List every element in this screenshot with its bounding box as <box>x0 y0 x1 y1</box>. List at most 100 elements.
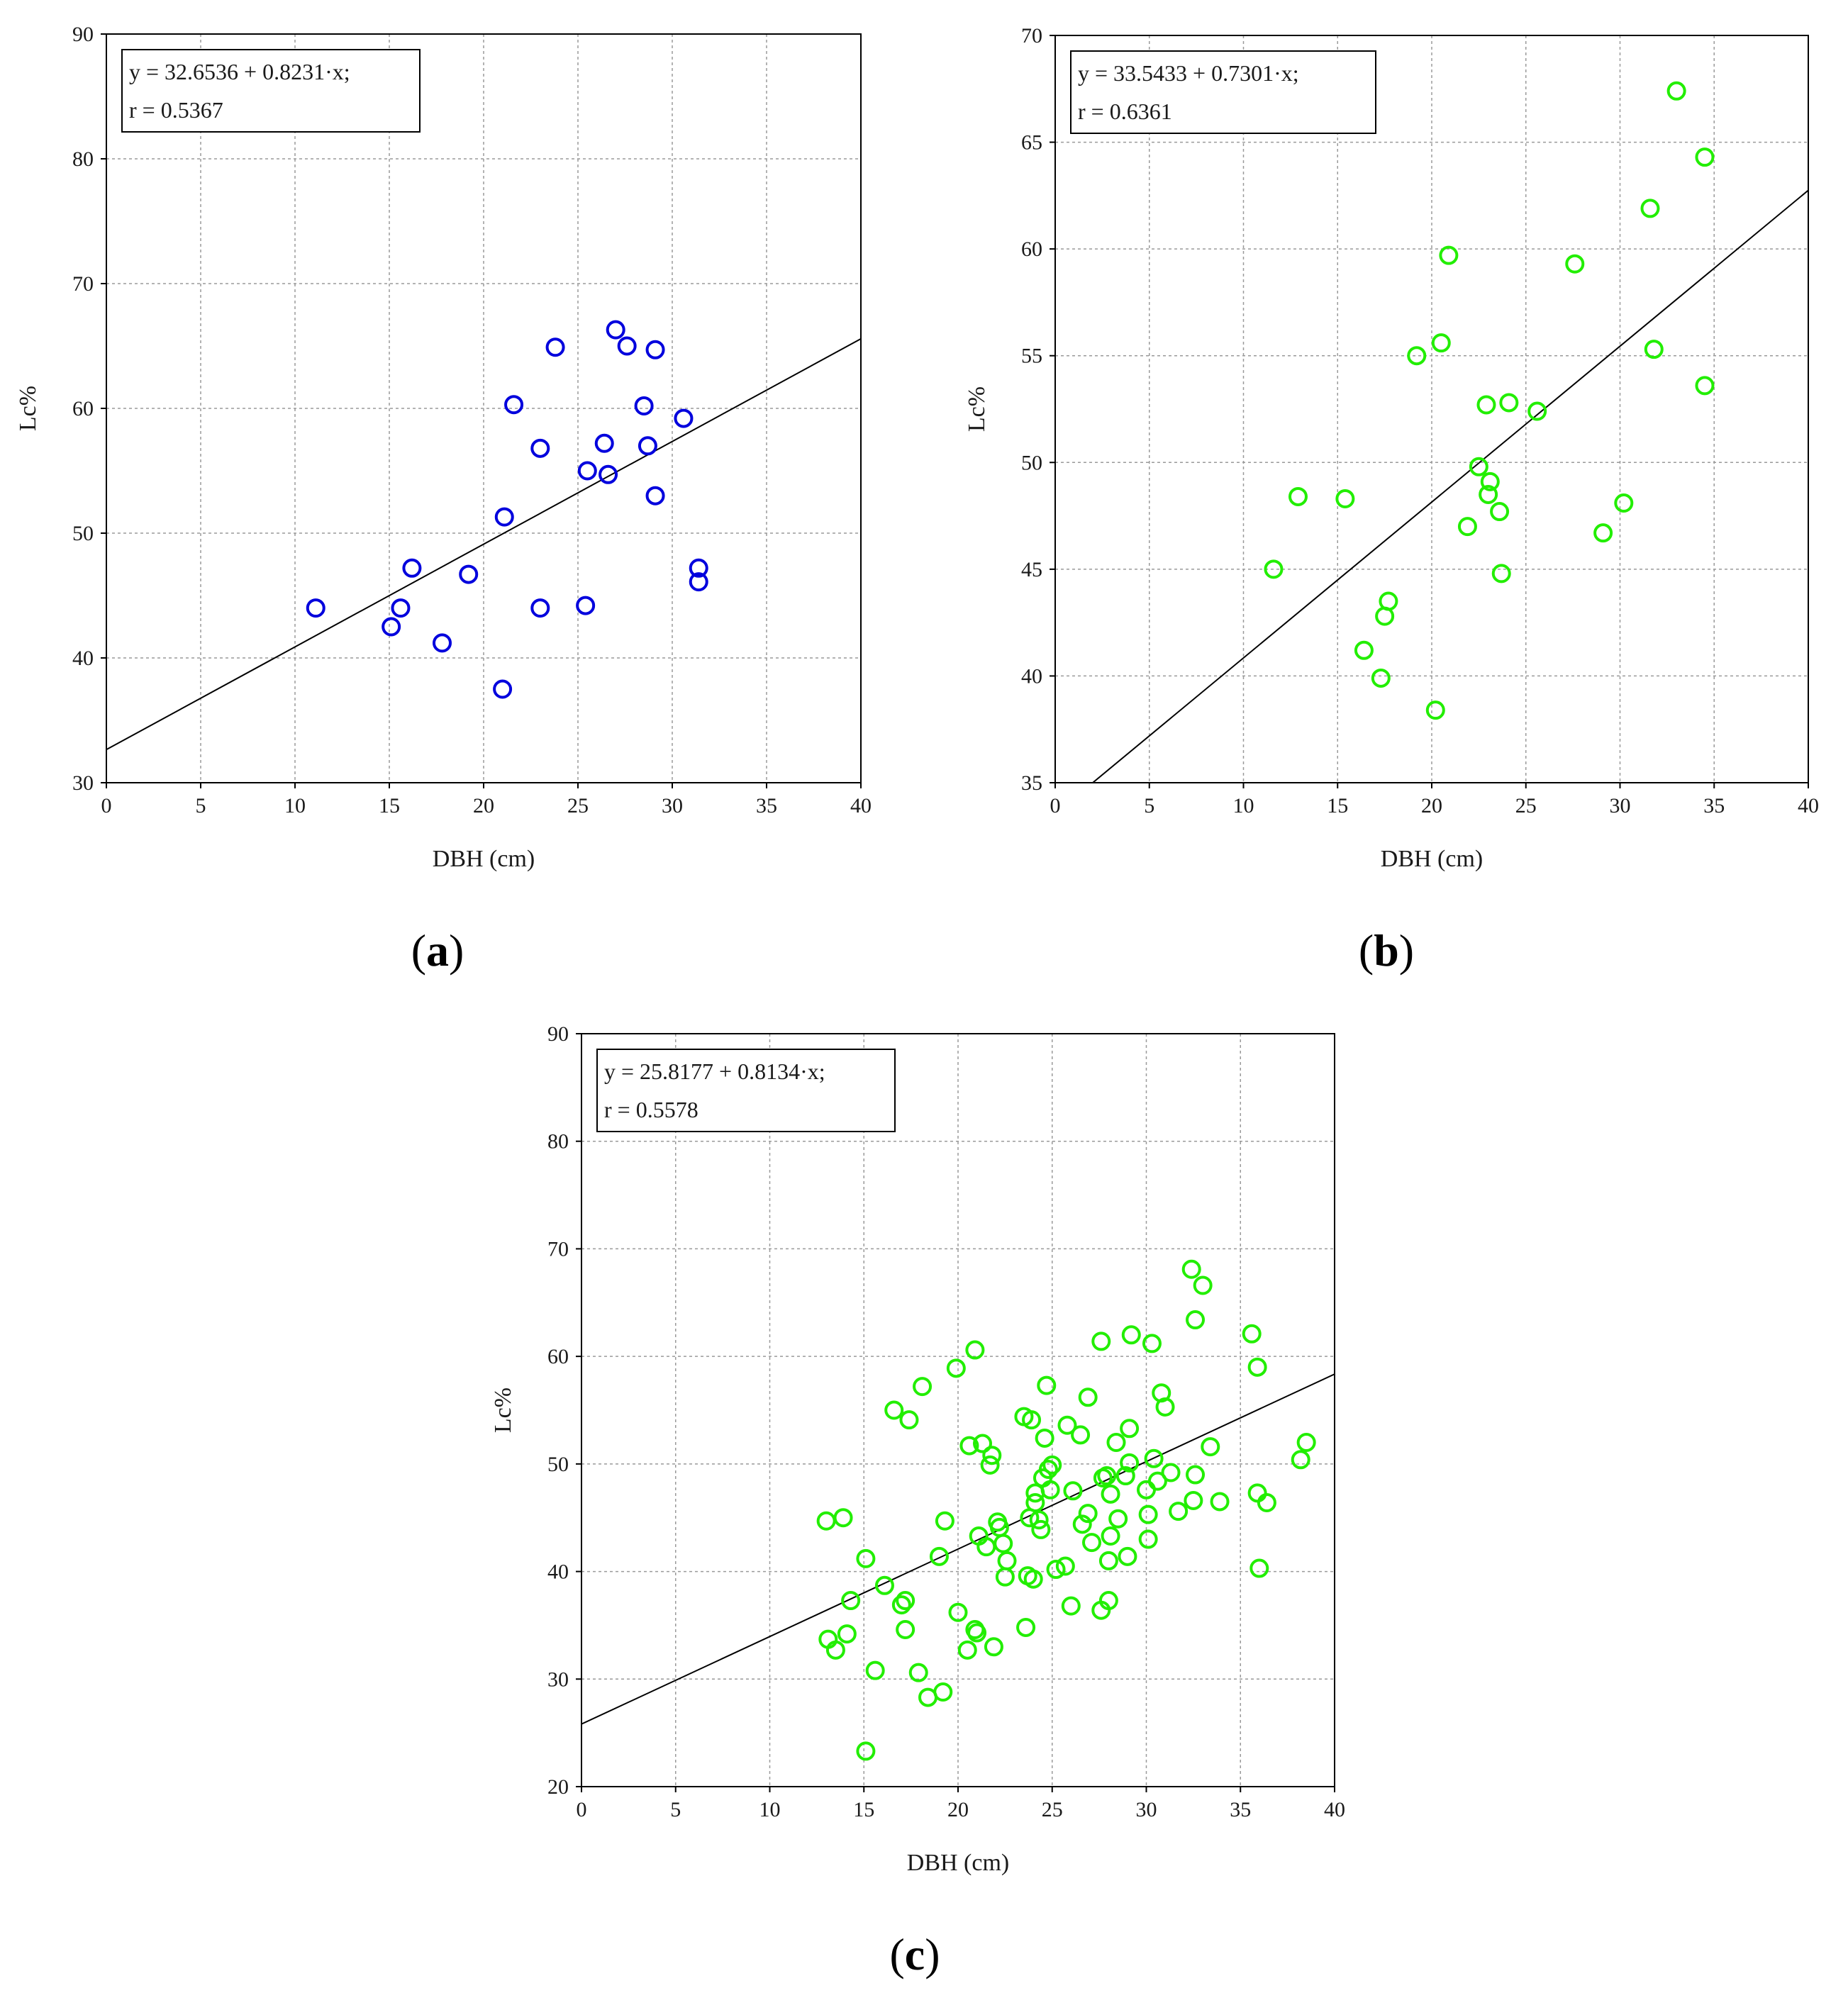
x-tick-label: 30 <box>1136 1798 1157 1821</box>
panel-label: (a) <box>411 925 464 976</box>
data-point <box>432 633 452 653</box>
data-point <box>493 679 513 699</box>
data-point <box>382 617 401 637</box>
data-point <box>874 1575 894 1595</box>
panel-label: (c) <box>889 1929 940 1979</box>
data-point <box>984 1637 1003 1657</box>
panel-label-open: ( <box>411 925 426 976</box>
data-point <box>1098 1551 1118 1570</box>
data-point <box>933 1682 953 1702</box>
data-point <box>982 1446 1002 1465</box>
y-tick-label: 40 <box>547 1560 569 1584</box>
x-tick-label: 0 <box>101 794 112 817</box>
data-points <box>306 320 708 699</box>
y-tick-label: 70 <box>72 272 94 296</box>
x-tick-label: 20 <box>473 794 494 817</box>
y-tick-label: 65 <box>1021 131 1042 155</box>
data-point <box>1614 493 1634 513</box>
data-point <box>1115 1466 1135 1486</box>
y-tick-label: 45 <box>1021 558 1042 581</box>
x-tick-label: 25 <box>1515 794 1537 817</box>
data-point <box>594 433 614 453</box>
chart-b: 0 5 10 15 20 25 30 35 40 35 40 45 50 55 60 65 70 DBH (cm)… <box>964 24 1819 976</box>
data-point <box>530 598 550 618</box>
data-point <box>957 1640 977 1660</box>
data-point <box>645 486 665 506</box>
data-point <box>674 408 694 428</box>
data-point <box>967 1623 987 1643</box>
y-tick-label: 50 <box>547 1453 569 1476</box>
regression-equation: y = 32.6536 + 0.8231·x; <box>129 59 350 84</box>
data-point <box>1138 1504 1158 1524</box>
data-point <box>1078 1387 1098 1407</box>
data-point <box>948 1602 968 1622</box>
data-point <box>1057 1415 1077 1435</box>
data-point <box>1457 517 1477 537</box>
x-tick-label: 15 <box>1327 794 1348 817</box>
x-tick-label: 10 <box>759 1798 781 1821</box>
data-point <box>689 558 708 578</box>
y-tick-label: 50 <box>72 522 94 545</box>
data-point <box>1042 1455 1062 1475</box>
data-point <box>1071 1425 1091 1445</box>
data-point <box>1091 1331 1111 1351</box>
data-point <box>1491 564 1511 583</box>
data-point <box>973 1434 993 1453</box>
y-tick-label: 90 <box>72 23 94 46</box>
x-tick-label: 40 <box>1798 794 1819 817</box>
grid-lines <box>106 34 861 783</box>
data-point <box>494 507 514 527</box>
data-point <box>856 1548 876 1568</box>
data-point <box>1097 1466 1117 1486</box>
data-point <box>837 1624 857 1644</box>
data-point <box>634 396 654 415</box>
x-tick-label: 40 <box>850 794 872 817</box>
data-point <box>1037 1375 1057 1395</box>
data-point <box>896 1591 915 1611</box>
data-point <box>1479 484 1498 504</box>
data-point <box>1120 1453 1140 1473</box>
regression-line <box>1091 189 1808 783</box>
x-tick-label: 15 <box>379 794 400 817</box>
data-point <box>1022 1410 1042 1430</box>
data-point <box>1040 1480 1060 1499</box>
x-tick-label: 25 <box>567 794 589 817</box>
data-point <box>1186 1465 1206 1485</box>
x-tick-label: 0 <box>577 1798 587 1821</box>
data-point <box>1425 700 1445 720</box>
y-tick-label: 60 <box>547 1345 569 1368</box>
data-point <box>1169 1502 1189 1521</box>
data-point <box>1147 1471 1167 1491</box>
data-point <box>577 461 597 481</box>
data-point <box>606 320 625 340</box>
data-point <box>1247 1483 1267 1503</box>
chart-a: 0 5 10 15 20 25 30 35 40 30 40 50 60 70 80 90 DBH (cm) Lc… <box>15 23 872 976</box>
data-point <box>1142 1334 1162 1353</box>
data-point <box>1029 1510 1049 1530</box>
data-point <box>1155 1397 1175 1417</box>
data-point <box>1101 1484 1120 1504</box>
x-tick-label: 35 <box>1230 1798 1251 1821</box>
data-point <box>545 337 565 357</box>
x-tick-label: 5 <box>670 1798 681 1821</box>
correlation-coefficient: r = 0.5367 <box>129 97 223 123</box>
y-tick-label: 55 <box>1021 345 1042 368</box>
data-point <box>1210 1492 1230 1512</box>
data-point <box>1031 1519 1051 1539</box>
x-tick-label: 30 <box>662 794 683 817</box>
data-point <box>1476 395 1496 415</box>
data-point <box>1640 199 1660 218</box>
y-tick-label: 60 <box>72 397 94 420</box>
data-point <box>1186 1310 1206 1330</box>
data-point <box>929 1546 949 1566</box>
data-point <box>1144 1448 1164 1468</box>
y-axis-label: Lc% <box>15 386 41 431</box>
x-tick-label: 20 <box>947 1798 969 1821</box>
data-point <box>997 1551 1017 1570</box>
panel-label-close: ) <box>925 1929 940 1979</box>
x-tick-label: 10 <box>284 794 306 817</box>
data-point <box>1035 1428 1054 1448</box>
regression-line <box>106 337 861 751</box>
data-point <box>1055 1556 1075 1576</box>
data-point <box>306 598 325 618</box>
